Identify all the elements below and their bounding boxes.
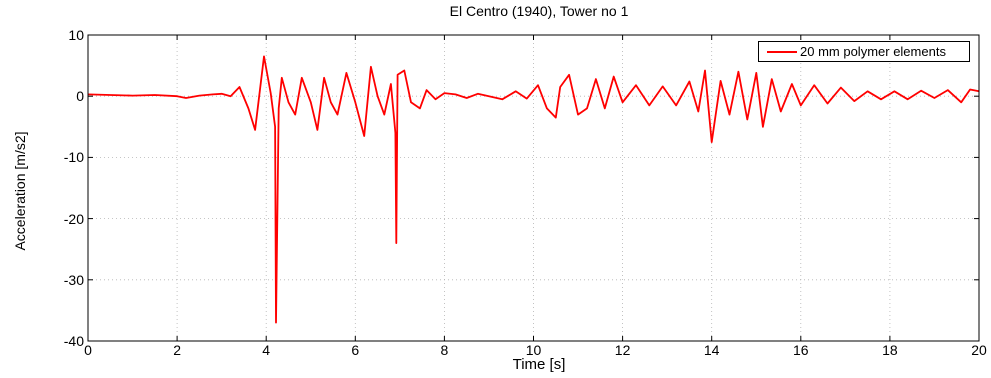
axis-ticks (87, 34, 980, 342)
legend-swatch (767, 51, 797, 53)
x-tick-label: 0 (84, 342, 92, 358)
legend: 20 mm polymer elements (758, 41, 970, 62)
x-tick-label: 12 (614, 342, 631, 358)
x-tick-label: 14 (703, 342, 720, 358)
y-tick-label: 0 (76, 88, 84, 105)
grid-lines (88, 35, 979, 341)
legend-label: 20 mm polymer elements (800, 44, 946, 59)
x-tick-label: 4 (262, 342, 271, 358)
x-tick-label: 18 (882, 342, 898, 358)
x-axis-label: Time [s] (512, 356, 566, 373)
x-tick-label: 8 (440, 342, 449, 358)
y-tick-label: -30 (63, 271, 84, 288)
y-tick-label: -40 (63, 333, 84, 349)
series-line (87, 55, 980, 324)
x-tick-label: 10 (525, 342, 542, 358)
y-tick-label: 10 (68, 27, 84, 43)
y-tick-label: -10 (63, 149, 84, 166)
x-tick-label: 20 (971, 342, 987, 358)
chart-title: El Centro (1940), Tower no 1 (449, 3, 629, 19)
y-tick-label: -20 (63, 210, 84, 227)
x-tick-label: 16 (793, 342, 809, 358)
y-axis-label: Acceleration [m/s2] (12, 131, 28, 251)
x-tick-label: 2 (173, 342, 181, 358)
x-tick-label: 6 (351, 342, 360, 358)
